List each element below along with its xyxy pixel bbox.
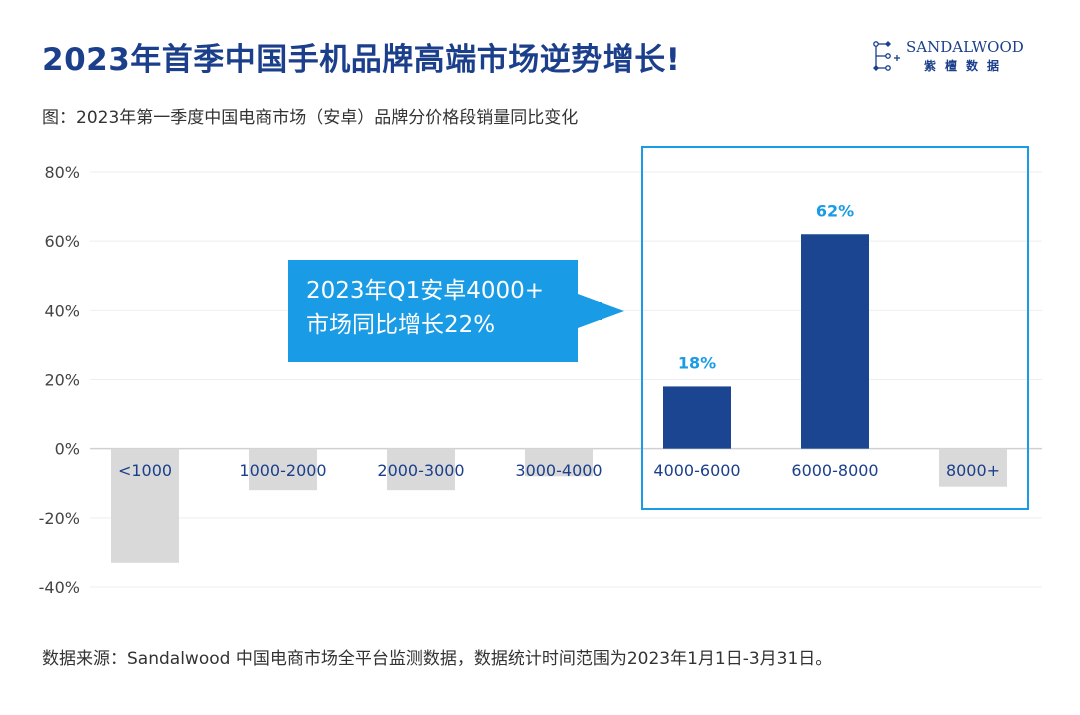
callout-box: 2023年Q1安卓4000+ 市场同比增长22% xyxy=(288,260,578,362)
y-tick-label: 20% xyxy=(44,371,80,390)
logo-mark-icon xyxy=(873,41,900,71)
logo: SANDALWOOD 紫檀数据 xyxy=(870,38,1045,78)
y-tick-label: 80% xyxy=(44,163,80,182)
x-tick-label: 2000-3000 xyxy=(377,461,464,480)
callout-line-1: 2023年Q1安卓4000+ xyxy=(306,278,545,304)
x-tick-label: 3000-4000 xyxy=(515,461,602,480)
data-label: 62% xyxy=(816,201,854,220)
data-label: 18% xyxy=(678,353,716,372)
x-tick-label: 6000-8000 xyxy=(791,461,878,480)
callout-arrow-icon xyxy=(578,294,624,328)
x-tick-label: 4000-6000 xyxy=(653,461,740,480)
x-tick-label: 8000+ xyxy=(946,461,1000,480)
x-tick-label: <1000 xyxy=(118,461,172,480)
y-tick-label: 40% xyxy=(44,301,80,320)
callout-line-2: 市场同比增长22% xyxy=(306,312,496,338)
logo-text-cn: 紫檀数据 xyxy=(924,59,1009,73)
bar-2000-3000 xyxy=(387,448,455,491)
chart-subtitle: 图：2023年第一季度中国电商市场（安卓）品牌分价格段销量同比变化 xyxy=(42,108,579,128)
y-tick-label: 0% xyxy=(55,440,80,459)
bar-4000-6000 xyxy=(663,386,731,449)
bar-6000-8000 xyxy=(801,234,869,449)
x-tick-label: 1000-2000 xyxy=(239,461,326,480)
bar-<1000 xyxy=(111,448,179,563)
bar-8000+ xyxy=(939,448,1007,487)
y-tick-label: -40% xyxy=(39,578,80,597)
highlight-box xyxy=(641,146,1029,510)
source-note: 数据来源：Sandalwood 中国电商市场全平台监测数据，数据统计时间范围为2… xyxy=(42,649,833,669)
logo-text-en: SANDALWOOD xyxy=(906,38,1024,56)
y-tick-label: 60% xyxy=(44,232,80,251)
bar-1000-2000 xyxy=(249,448,317,491)
bar-3000-4000 xyxy=(525,448,593,477)
page-title: 2023年首季中国手机品牌高端市场逆势增长! xyxy=(42,42,681,78)
y-tick-label: -20% xyxy=(39,509,80,528)
